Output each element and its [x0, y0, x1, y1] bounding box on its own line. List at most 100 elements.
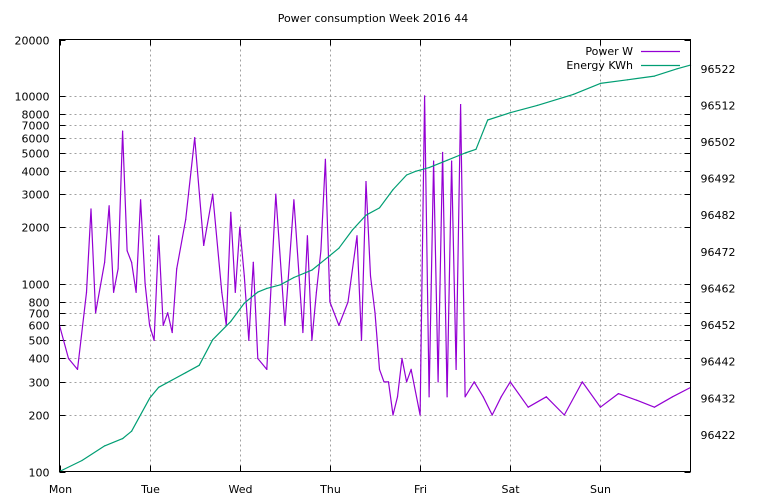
- y-right-tick-label: 96472: [701, 246, 736, 259]
- data-point: [131, 430, 133, 432]
- data-point: [149, 397, 151, 399]
- y-right-tick-label: 96492: [701, 173, 736, 186]
- data-point: [140, 199, 142, 201]
- data-point: [117, 268, 119, 270]
- data-point: [653, 75, 656, 77]
- data-point: [500, 396, 502, 398]
- data-point: [671, 396, 674, 398]
- y-left-tick-label: 1000: [22, 279, 50, 292]
- data-point: [144, 283, 146, 285]
- data-point: [311, 269, 313, 271]
- data-point: [113, 291, 115, 293]
- data-point: [135, 291, 137, 293]
- data-point: [122, 438, 124, 440]
- data-point: [108, 205, 110, 207]
- data-point: [162, 324, 164, 326]
- x-tick-label: Wed: [229, 483, 253, 496]
- data-point: [356, 235, 358, 237]
- data-point: [302, 331, 304, 334]
- y-left-tick-label: 4000: [22, 166, 50, 179]
- data-point: [122, 130, 124, 132]
- y-right-tick-label: 96422: [701, 429, 736, 442]
- x-tick-label: Thu: [319, 483, 341, 496]
- y-right-tick-label: 96442: [701, 356, 736, 369]
- data-point: [360, 339, 363, 341]
- data-point: [243, 302, 245, 304]
- data-point: [527, 406, 529, 408]
- data-point: [230, 320, 232, 322]
- data-point: [464, 152, 466, 154]
- x-tick-label: Tue: [140, 483, 160, 496]
- data-point: [365, 214, 367, 216]
- data-point: [230, 211, 232, 213]
- data-point: [433, 160, 435, 162]
- x-tick-label: Fri: [414, 483, 427, 496]
- data-point: [149, 324, 151, 326]
- data-point: [482, 396, 484, 398]
- data-point: [90, 208, 92, 210]
- data-point: [347, 301, 349, 303]
- x-tick-label: Mon: [49, 483, 72, 496]
- data-point: [581, 381, 583, 383]
- y-left-tick-label: 700: [29, 308, 50, 321]
- data-point: [293, 276, 295, 279]
- data-point: [185, 218, 187, 221]
- data-point: [306, 235, 308, 237]
- data-point: [396, 396, 399, 398]
- data-point: [617, 393, 620, 395]
- data-point: [171, 331, 173, 334]
- data-point: [536, 104, 538, 106]
- y-left-tick-label: 400: [29, 353, 50, 366]
- plot-frame: [59, 39, 691, 472]
- data-point: [158, 235, 160, 237]
- data-point: [460, 104, 462, 106]
- data-point: [599, 406, 602, 408]
- data-point: [572, 93, 574, 95]
- data-point: [266, 287, 268, 289]
- y-right-tick-label: 96502: [701, 136, 736, 149]
- data-point: [424, 95, 426, 97]
- data-point: [387, 381, 390, 383]
- grid-layer: [59, 39, 691, 472]
- data-point: [257, 291, 259, 293]
- data-point: [491, 414, 493, 416]
- y-left-tick-label: 500: [29, 335, 50, 348]
- y-left-tick-label: 7000: [22, 120, 50, 133]
- data-point: [81, 459, 83, 462]
- data-point: [311, 339, 313, 341]
- series-layer: [58, 64, 692, 473]
- data-point: [167, 312, 169, 314]
- data-point: [406, 174, 408, 176]
- data-point: [315, 291, 317, 293]
- data-point: [351, 229, 354, 231]
- y-left-tick-label: 600: [29, 320, 50, 333]
- chart-title: Power consumption Week 2016 44: [278, 12, 469, 25]
- data-point: [329, 301, 331, 303]
- data-point: [451, 160, 453, 162]
- data-point: [320, 250, 322, 252]
- data-point: [85, 291, 88, 293]
- data-point: [406, 381, 408, 383]
- data-point: [212, 193, 214, 195]
- data-point: [446, 159, 448, 161]
- data-point: [378, 368, 381, 370]
- y-left-tick-label: 20000: [15, 35, 50, 48]
- y-left-tick-label: 8000: [22, 109, 50, 122]
- data-point: [626, 79, 629, 81]
- data-point: [257, 357, 259, 360]
- data-point: [383, 381, 385, 383]
- y-left-tick-label: 200: [29, 410, 50, 423]
- data-point: [473, 381, 475, 383]
- data-point: [464, 396, 466, 398]
- y-left-tick-label: 6000: [22, 133, 50, 146]
- data-point: [378, 207, 381, 209]
- data-point: [252, 261, 254, 263]
- data-point: [243, 275, 245, 277]
- y-right-tick-label: 96482: [701, 209, 736, 222]
- data-point: [442, 151, 444, 154]
- legend-label: Energy KWh: [566, 59, 633, 72]
- data-point: [509, 112, 511, 114]
